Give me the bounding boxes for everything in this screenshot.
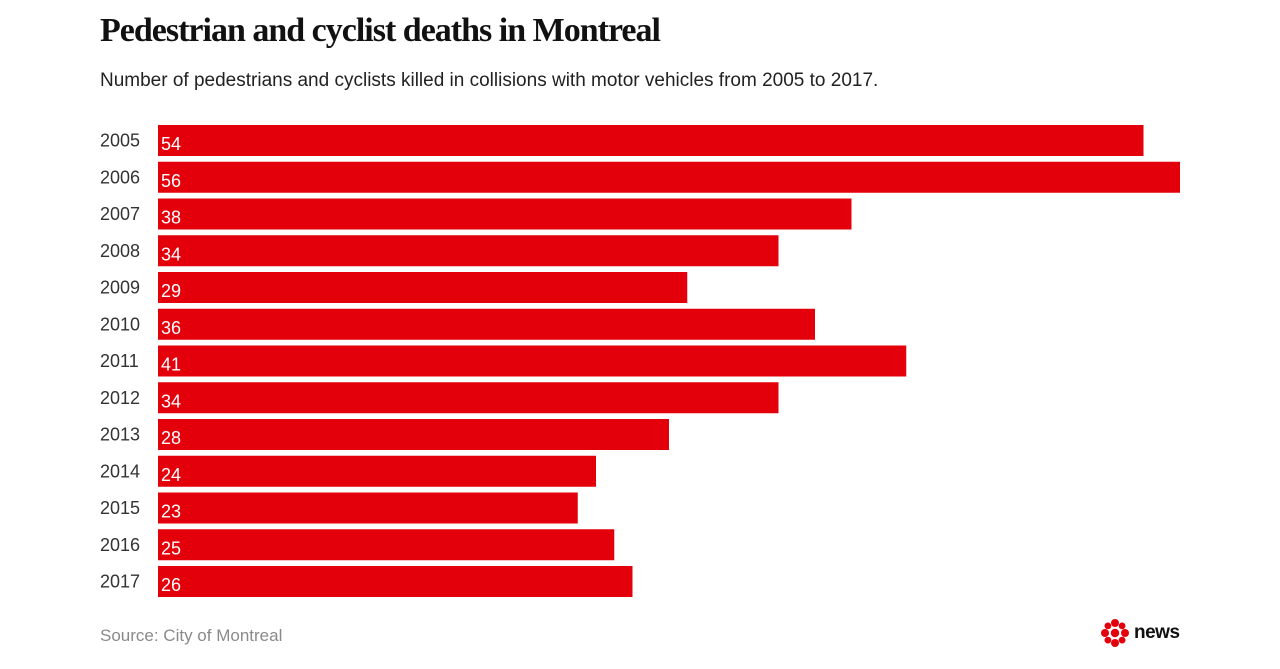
bar — [158, 345, 907, 377]
data-label: 28 — [161, 428, 181, 448]
bar — [158, 235, 779, 267]
bar — [158, 272, 688, 303]
category-label: 2015 — [100, 498, 140, 518]
category-label: 2006 — [100, 167, 140, 187]
data-label: 36 — [161, 318, 181, 338]
category-label: 2013 — [100, 425, 140, 445]
data-label: 56 — [161, 171, 181, 191]
data-label: 26 — [161, 575, 181, 595]
category-label: 2010 — [100, 314, 140, 334]
data-label: 38 — [161, 208, 181, 228]
category-label: 2017 — [100, 572, 140, 592]
data-label: 41 — [161, 355, 181, 375]
chart-title: Pedestrian and cyclist deaths in Montrea… — [100, 12, 661, 49]
data-label: 54 — [161, 134, 181, 154]
category-label: 2014 — [100, 461, 140, 481]
category-label: 2016 — [100, 535, 140, 555]
bar — [158, 455, 596, 487]
data-label: 23 — [161, 502, 181, 522]
category-label: 2012 — [100, 388, 140, 408]
data-label: 34 — [161, 244, 181, 264]
source-note: Source: City of Montreal — [100, 626, 283, 645]
logo-text: news — [1134, 622, 1180, 643]
category-label: 2005 — [100, 131, 140, 151]
category-label: 2011 — [100, 351, 139, 371]
category-label: 2009 — [100, 278, 140, 298]
data-label: 25 — [161, 538, 181, 558]
chart-subtitle: Number of pedestrians and cyclists kille… — [100, 70, 879, 91]
cbc-news-logo: news — [1100, 618, 1180, 648]
bar — [158, 419, 669, 450]
bar — [158, 382, 779, 414]
bar — [158, 566, 633, 597]
bar — [158, 161, 1180, 193]
bar — [158, 125, 1144, 156]
bar — [158, 529, 615, 561]
bar — [158, 308, 815, 340]
bar — [158, 198, 852, 230]
data-label: 24 — [161, 465, 181, 485]
bar — [158, 492, 578, 524]
category-label: 2008 — [100, 241, 140, 261]
data-label: 29 — [161, 281, 181, 301]
category-label: 2007 — [100, 204, 140, 224]
cbc-gem-icon — [1101, 619, 1129, 647]
data-label: 34 — [161, 391, 181, 411]
